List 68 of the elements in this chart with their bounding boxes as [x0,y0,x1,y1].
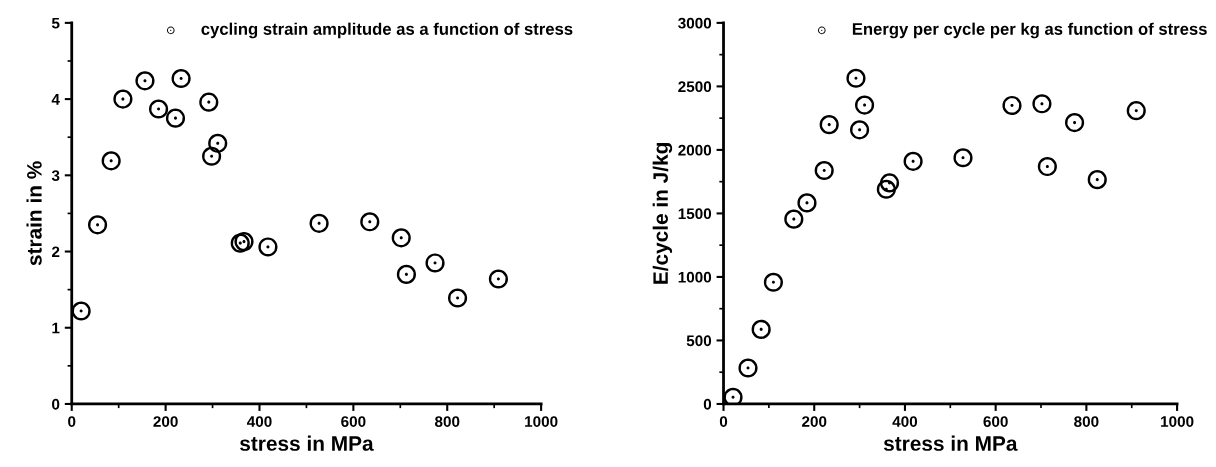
point [819,115,839,135]
point [953,148,973,168]
point [71,301,91,321]
point [396,264,416,284]
legend-label: cycling strain amplitude as a function of stress [201,22,573,39]
x-tick-label: 800 [434,416,460,427]
point [258,237,278,257]
x-tick-label: 1000 [525,416,558,427]
point [425,253,445,273]
y-tick-label: 1 [52,322,60,334]
point [738,358,758,378]
point [391,228,411,248]
point [751,319,771,339]
y-tick-label: 2 [51,246,60,258]
point [113,89,133,109]
x-tick-label: 200 [802,416,827,427]
y-tick-label: 3 [51,170,60,182]
point [171,68,191,89]
y-tick-label: 1000 [678,271,712,283]
x-tick-label: 0 [68,416,76,427]
x-tick-label: 400 [246,416,272,427]
point [135,71,155,91]
point [309,213,329,233]
y-tick-label: 2000 [678,144,712,156]
point [903,151,923,171]
point [879,173,900,193]
y-tick-label: 5 [51,17,60,29]
point [1002,95,1022,116]
point [360,212,380,232]
point [1032,94,1052,114]
point [763,272,783,292]
y-tick-label: 3000 [678,17,712,29]
point [1087,170,1107,190]
point [165,108,186,128]
y-axis-title: E/cycle in J/kg [652,143,673,284]
y-axis-title: strain in % [26,161,42,266]
point [814,160,834,181]
x-tick-label: 600 [983,416,1008,427]
point [199,92,219,112]
point [846,68,866,88]
point [784,209,804,229]
x-tick-label: 200 [153,416,178,427]
point [208,133,228,153]
y-tick-label: 4 [51,94,60,105]
y-tick-label: 2500 [678,81,712,93]
x-tick-label: 0 [719,416,728,427]
point [855,95,875,115]
y-tick-label: 0 [52,398,60,410]
point [1037,156,1057,177]
x-axis-title: stress in MPa [883,435,1018,451]
point [488,269,508,289]
x-tick-label: 600 [341,416,366,427]
point [448,288,468,308]
point [149,99,169,119]
x-tick-label: 1000 [1161,416,1194,427]
y-tick-label: 500 [686,335,712,347]
legend-label: Energy per cycle per kg as function of stress [852,22,1207,39]
point [1126,101,1146,121]
x-tick-label: 800 [1074,416,1099,427]
point [87,215,108,235]
point [101,151,121,171]
point [1065,113,1085,133]
y-tick-label: 1500 [678,208,712,220]
x-axis-title: stress in MPa [240,435,374,451]
y-tick-label: 0 [703,398,712,410]
point [850,120,870,140]
point [797,193,817,213]
x-tick-label: 400 [892,416,918,427]
